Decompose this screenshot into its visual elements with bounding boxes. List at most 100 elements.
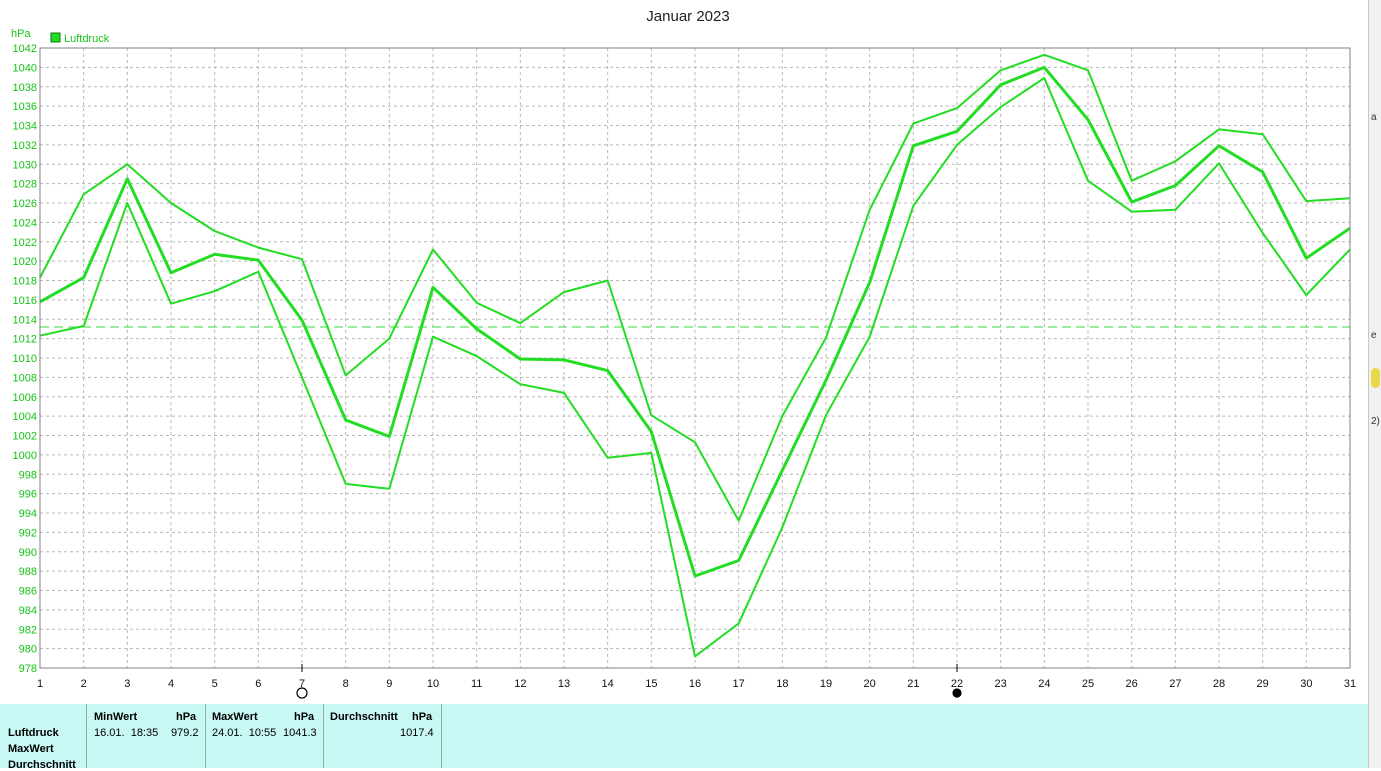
avg-unit: hPa	[412, 711, 433, 723]
y-tick-label: 1006	[13, 392, 37, 404]
sun-icon	[1371, 368, 1380, 388]
x-tick-label: 4	[168, 678, 174, 690]
series-lines	[39, 53, 1351, 658]
x-tick-label: 16	[689, 678, 701, 690]
x-tick-label: 22	[951, 678, 963, 690]
x-tick-label: 21	[907, 678, 919, 690]
x-tick-label: 12	[514, 678, 526, 690]
y-tick-label: 1028	[13, 179, 37, 191]
avg-header: Durchschnitt	[330, 711, 398, 723]
x-tick-label: 3	[124, 678, 130, 690]
x-tick-label: 15	[645, 678, 657, 690]
series-line-min	[39, 77, 1351, 658]
y-tick-label: 1002	[13, 431, 37, 443]
max-header: MaxWert	[212, 711, 258, 723]
x-tick-label: 17	[733, 678, 745, 690]
y-tick-label: 1016	[13, 295, 37, 307]
y-tick-label: 1040	[13, 62, 37, 74]
min-column: MinWert hPa 16.01. 18:35 979.2	[87, 704, 206, 768]
avg-value: 1017.4	[400, 727, 434, 739]
max-value: 1041.3	[283, 727, 317, 739]
min-value: 979.2	[171, 727, 199, 739]
legend-swatch	[50, 32, 61, 43]
full-moon-icon	[296, 687, 308, 699]
max-column: MaxWert hPa 24.01. 10:55 1041.3	[206, 704, 324, 768]
y-tick-label: 1042	[13, 43, 37, 55]
y-tick-label: 1024	[13, 217, 37, 229]
y-tick-label: 1000	[13, 450, 37, 462]
y-tick-label: 982	[19, 624, 37, 636]
y-tick-label: 986	[19, 586, 37, 598]
y-tick-label: 1020	[13, 256, 37, 268]
x-tick-label: 30	[1300, 678, 1312, 690]
x-tick-label: 24	[1038, 678, 1050, 690]
y-tick-label: 990	[19, 547, 37, 559]
plot-frame	[39, 47, 1351, 669]
moon-markers	[296, 664, 962, 699]
min-header: MinWert	[94, 711, 138, 723]
y-tick-label: 1004	[13, 411, 37, 423]
new-moon-icon	[952, 688, 962, 698]
y-tick-label: 978	[19, 663, 37, 675]
y-tick-label: 1030	[13, 159, 37, 171]
row-label-durchschnitt: Durchschnitt	[8, 759, 76, 771]
series-line-mean	[39, 65, 1351, 578]
x-tick-label: 2	[81, 678, 87, 690]
legend-label: Luftdruck	[64, 33, 110, 45]
y-axis-ticks: 978 980 982 984 986 988 990 992 994 996 998 1000 100…	[13, 43, 37, 675]
y-tick-label: 1012	[13, 334, 37, 346]
series-line-max	[39, 53, 1351, 522]
x-tick-label: 18	[776, 678, 788, 690]
min-time: 16.01. 18:35	[94, 727, 159, 739]
x-axis-ticks: 1 2 3 4 5 6 7 8 9 10 11 12 13 14 15 16 17 18 19 20 21 22 23 24 2…	[37, 678, 1356, 690]
side-panel-edge: a e 2)	[1368, 0, 1381, 768]
chart-title: Januar 2023	[646, 8, 729, 25]
x-tick-label: 14	[602, 678, 614, 690]
x-tick-label: 31	[1344, 678, 1356, 690]
y-tick-label: 984	[19, 605, 37, 617]
x-tick-label: 5	[212, 678, 218, 690]
x-tick-label: 27	[1169, 678, 1181, 690]
x-tick-label: 7	[299, 678, 305, 690]
y-tick-label: 1018	[13, 276, 37, 288]
x-tick-label: 23	[995, 678, 1007, 690]
y-tick-label: 994	[19, 508, 37, 520]
x-tick-label: 11	[471, 678, 482, 690]
y-tick-label: 1032	[13, 140, 37, 152]
x-tick-label: 9	[386, 678, 392, 690]
x-tick-label: 6	[255, 678, 261, 690]
x-tick-label: 13	[558, 678, 570, 690]
y-tick-label: 996	[19, 489, 37, 501]
row-label-luftdruck: Luftdruck	[8, 727, 59, 739]
y-tick-label: 988	[19, 566, 37, 578]
statistics-panel: Luftdruck MaxWert Durchschnitt MinWert h…	[0, 704, 1368, 771]
row-labels-column: Luftdruck MaxWert Durchschnitt	[0, 704, 87, 771]
y-unit-label: hPa	[11, 28, 31, 40]
row-label-maxwert: MaxWert	[8, 743, 54, 755]
min-unit: hPa	[176, 711, 197, 723]
x-tick-label: 20	[864, 678, 876, 690]
y-tick-label: 998	[19, 469, 37, 481]
y-tick-label: 1038	[13, 82, 37, 94]
x-tick-label: 8	[343, 678, 349, 690]
x-tick-label: 10	[427, 678, 439, 690]
y-tick-label: 980	[19, 644, 37, 656]
x-tick-label: 19	[820, 678, 832, 690]
pressure-chart: Januar 2023 hPa Luftdruck 97898098298498…	[11, 8, 1356, 699]
x-tick-label: 25	[1082, 678, 1094, 690]
x-tick-label: 26	[1126, 678, 1138, 690]
y-tick-label: 1014	[13, 314, 37, 326]
avg-column: Durchschnitt hPa 1017.4	[324, 704, 442, 768]
max-unit: hPa	[294, 711, 315, 723]
y-tick-label: 1034	[13, 121, 37, 133]
y-tick-label: 1022	[13, 237, 37, 249]
x-tick-label: 29	[1257, 678, 1269, 690]
max-time: 24.01. 10:55	[212, 727, 277, 739]
y-tick-label: 1010	[13, 353, 37, 365]
y-tick-label: 992	[19, 527, 37, 539]
y-tick-label: 1036	[13, 101, 37, 113]
x-tick-label: 1	[37, 678, 43, 690]
x-tick-label: 28	[1213, 678, 1225, 690]
y-tick-label: 1008	[13, 372, 37, 384]
y-tick-label: 1026	[13, 198, 37, 210]
